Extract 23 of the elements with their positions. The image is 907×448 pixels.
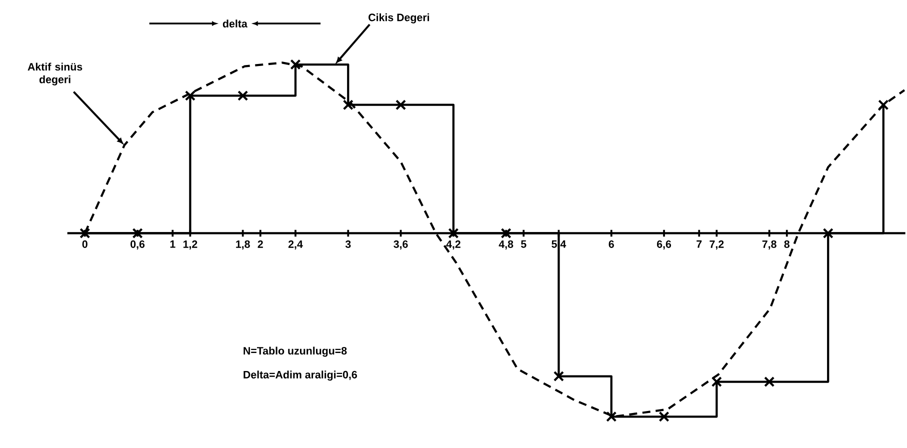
x-tick-label: 3 [345,240,351,248]
x-tick-label: 0 [82,240,88,248]
x-tick-label: 5 [520,240,526,248]
annotation: N=Tablo uzunlugu=8 [244,346,347,357]
annotation: Cikis Degeri [368,13,430,24]
annotation: Aktif sinüs degeri [28,62,82,86]
x-tick-label: 7,8 [762,240,776,250]
x-tick-label: 6,6 [657,240,672,250]
x-tick-label: 4,2 [446,240,460,250]
x-tick-label: 1,8 [236,240,250,250]
x-tick-label: 4,8 [498,240,514,250]
x-tick-label: 0,6 [130,240,145,250]
text: delta [222,20,248,28]
x-tick-label: 1 [170,240,176,248]
annotation: Delta=Adim araligi=0,6 [244,370,357,381]
x-tick-label: 2 [258,240,263,248]
x-tick-label: 6 [608,240,614,248]
x-tick-label: 1,2 [183,240,198,250]
x-tick-label: 2,4 [288,240,303,250]
x-tick-label: 8 [784,240,790,248]
x-tick-label: 3,6 [394,240,408,250]
x-tick-label: 7,2 [710,240,724,250]
x-tick-label: 7 [696,240,702,248]
